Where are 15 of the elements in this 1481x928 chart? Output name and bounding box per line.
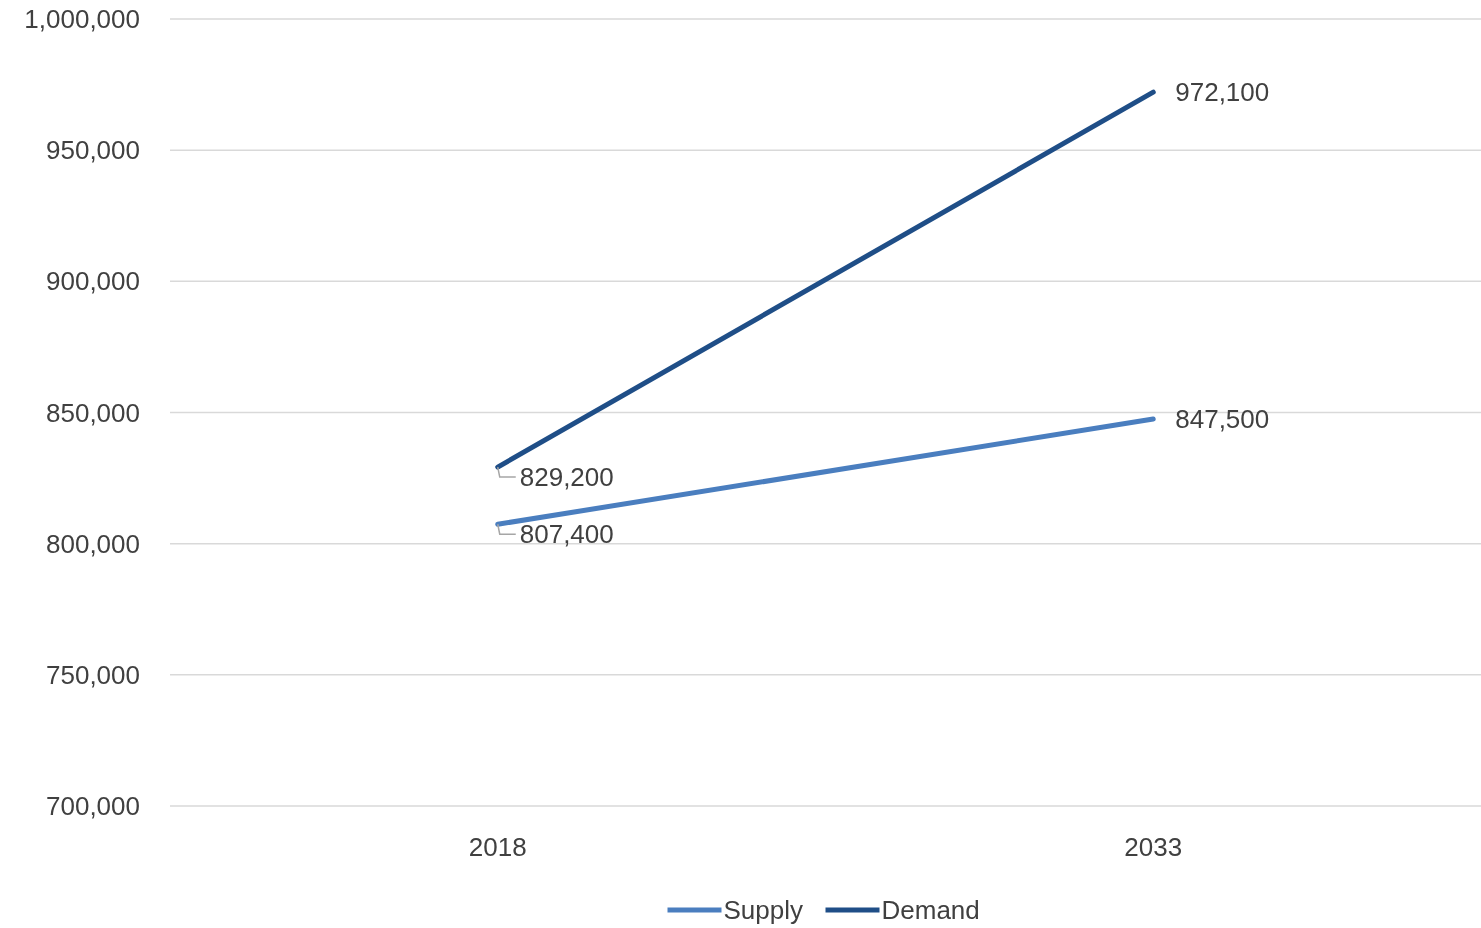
y-tick-label: 800,000 — [46, 528, 140, 559]
x-tick-label: 2033 — [1124, 832, 1183, 862]
y-tick-label: 700,000 — [46, 791, 140, 821]
y-tick-label: 950,000 — [46, 135, 140, 166]
legend-label: Demand — [881, 895, 980, 925]
data-label: 807,400 — [519, 519, 614, 550]
legend-label: Supply — [723, 895, 803, 925]
y-tick-label: 750,000 — [46, 659, 140, 690]
data-label: 829,200 — [519, 462, 614, 493]
x-tick-label: 2018 — [468, 832, 527, 862]
y-tick-label: 850,000 — [46, 397, 140, 428]
data-label: 972,100 — [1175, 77, 1270, 108]
data-label: 847,500 — [1175, 404, 1270, 435]
y-tick-label: 1,000,000 — [24, 4, 140, 34]
y-tick-label: 900,000 — [46, 266, 140, 297]
